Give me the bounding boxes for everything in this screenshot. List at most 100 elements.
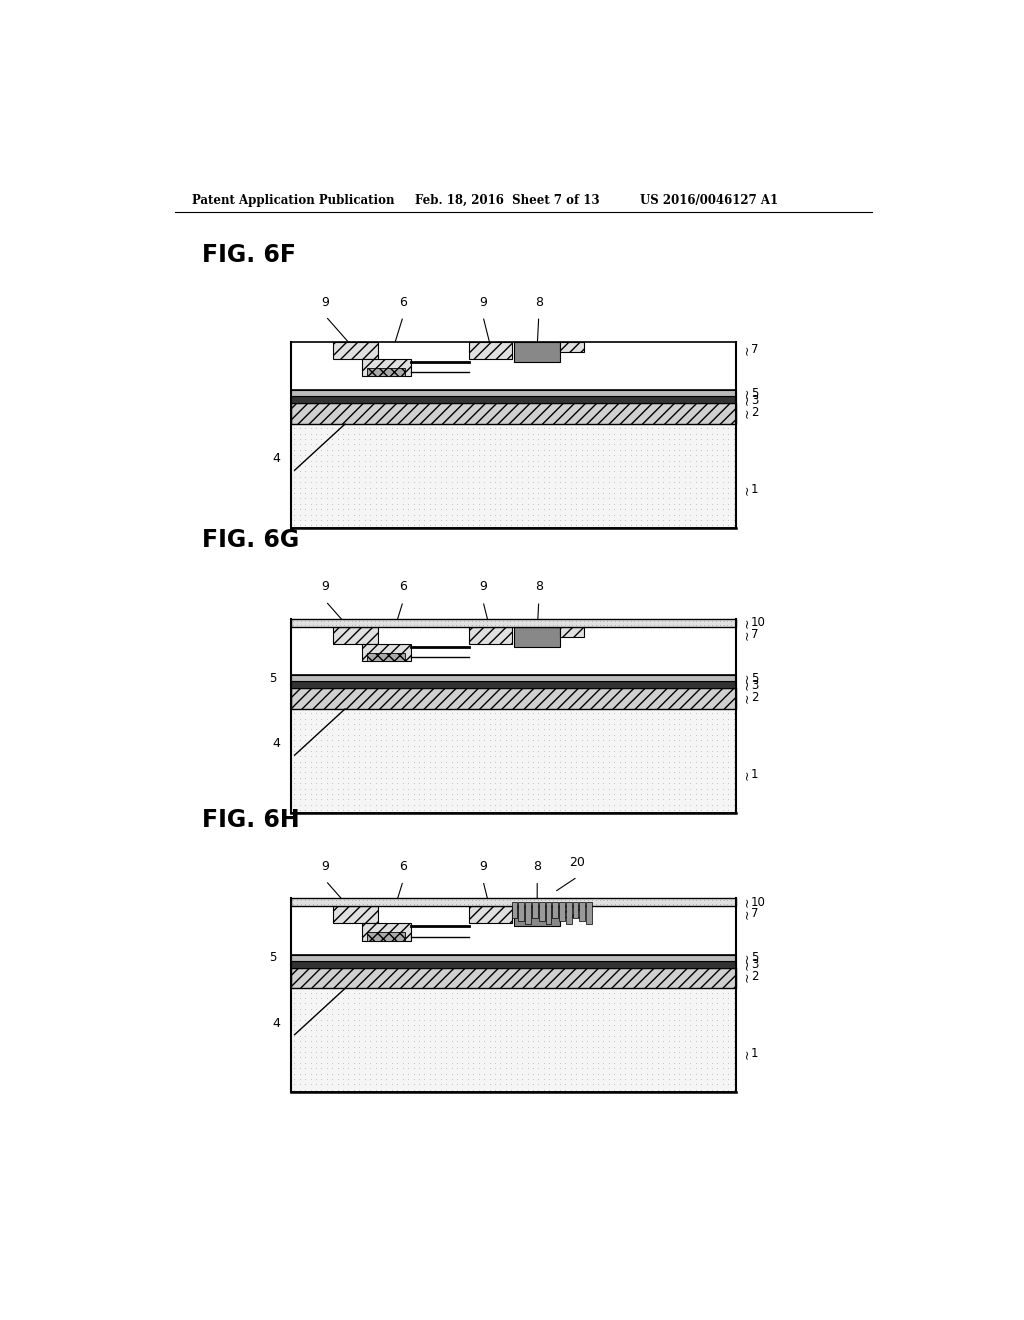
- Text: ~: ~: [740, 953, 754, 962]
- Text: 7: 7: [751, 628, 759, 640]
- Text: FIG. 6F: FIG. 6F: [202, 243, 296, 268]
- Bar: [586, 903, 592, 924]
- Text: 6: 6: [399, 581, 408, 594]
- Bar: [291, 619, 736, 627]
- Bar: [291, 627, 736, 675]
- Text: 2: 2: [751, 690, 759, 704]
- Bar: [469, 627, 512, 644]
- Text: 7: 7: [751, 907, 759, 920]
- Text: ~: ~: [740, 345, 754, 355]
- Text: 3: 3: [751, 393, 759, 407]
- Text: ~: ~: [740, 692, 754, 702]
- Bar: [546, 903, 551, 924]
- Bar: [580, 903, 585, 921]
- Text: Feb. 18, 2016  Sheet 7 of 13: Feb. 18, 2016 Sheet 7 of 13: [415, 194, 599, 207]
- Text: 1: 1: [751, 768, 759, 781]
- Text: 5: 5: [269, 952, 276, 964]
- Bar: [291, 342, 736, 391]
- Text: 8: 8: [535, 296, 543, 309]
- Bar: [291, 989, 736, 1093]
- Bar: [291, 906, 736, 954]
- Text: ~: ~: [740, 898, 754, 907]
- Bar: [560, 342, 584, 352]
- Text: ~: ~: [740, 960, 754, 970]
- Bar: [514, 906, 560, 927]
- Bar: [334, 627, 378, 644]
- Text: ~: ~: [740, 1048, 754, 1059]
- Bar: [362, 923, 411, 941]
- Text: ~: ~: [740, 484, 754, 495]
- Bar: [566, 903, 571, 924]
- Bar: [291, 391, 736, 396]
- Text: ~: ~: [285, 673, 298, 684]
- Bar: [560, 627, 584, 638]
- Bar: [291, 675, 736, 681]
- Text: 9: 9: [479, 296, 486, 309]
- Text: ~: ~: [740, 395, 754, 405]
- Bar: [539, 903, 545, 921]
- Bar: [469, 342, 512, 359]
- Bar: [367, 653, 406, 661]
- Text: ~: ~: [740, 408, 754, 417]
- Text: 10: 10: [751, 616, 766, 630]
- Text: 2: 2: [751, 407, 759, 418]
- Text: ~: ~: [740, 388, 754, 399]
- Text: 5: 5: [269, 672, 276, 685]
- Text: ~: ~: [740, 618, 754, 628]
- Text: 9: 9: [479, 859, 486, 873]
- Bar: [291, 899, 736, 906]
- Text: 8: 8: [535, 581, 543, 594]
- Bar: [514, 342, 560, 362]
- Bar: [514, 627, 560, 647]
- Text: 1: 1: [751, 1047, 759, 1060]
- Text: FIG. 6G: FIG. 6G: [202, 528, 299, 552]
- Text: FIG. 6H: FIG. 6H: [202, 808, 299, 832]
- Bar: [334, 906, 378, 923]
- Text: 20: 20: [569, 857, 586, 869]
- Text: 7: 7: [751, 343, 759, 356]
- Bar: [367, 368, 406, 376]
- Text: ~: ~: [285, 953, 298, 962]
- Text: 9: 9: [479, 581, 486, 594]
- Text: 4: 4: [272, 453, 281, 465]
- Bar: [572, 903, 579, 917]
- Bar: [291, 968, 736, 989]
- Bar: [552, 903, 558, 917]
- Bar: [525, 903, 531, 924]
- Text: 3: 3: [751, 958, 759, 972]
- Bar: [291, 709, 736, 813]
- Bar: [362, 644, 411, 661]
- Text: 2: 2: [751, 970, 759, 983]
- Text: 9: 9: [322, 296, 330, 309]
- Bar: [291, 961, 736, 968]
- Text: 6: 6: [399, 296, 408, 309]
- Text: 9: 9: [322, 581, 330, 594]
- Bar: [291, 424, 736, 528]
- Text: Patent Application Publication: Patent Application Publication: [191, 194, 394, 207]
- Bar: [334, 342, 378, 359]
- Text: 5: 5: [751, 952, 759, 964]
- Bar: [291, 396, 736, 404]
- Bar: [367, 932, 406, 941]
- Bar: [532, 903, 538, 917]
- Text: ~: ~: [740, 630, 754, 639]
- Text: 8: 8: [534, 859, 542, 873]
- Text: US 2016/0046127 A1: US 2016/0046127 A1: [640, 194, 777, 207]
- Text: 4: 4: [272, 1016, 281, 1030]
- Bar: [469, 906, 512, 923]
- Bar: [291, 688, 736, 709]
- Bar: [560, 906, 584, 917]
- Bar: [362, 359, 411, 376]
- Text: 10: 10: [751, 896, 766, 908]
- Bar: [291, 954, 736, 961]
- Text: ~: ~: [740, 908, 754, 919]
- Bar: [291, 681, 736, 688]
- Bar: [559, 903, 565, 921]
- Text: 4: 4: [272, 737, 281, 750]
- Text: ~: ~: [740, 770, 754, 780]
- Text: 6: 6: [399, 859, 408, 873]
- Text: ~: ~: [740, 972, 754, 982]
- Bar: [291, 404, 736, 424]
- Text: ~: ~: [740, 680, 754, 690]
- Text: ~: ~: [740, 673, 754, 684]
